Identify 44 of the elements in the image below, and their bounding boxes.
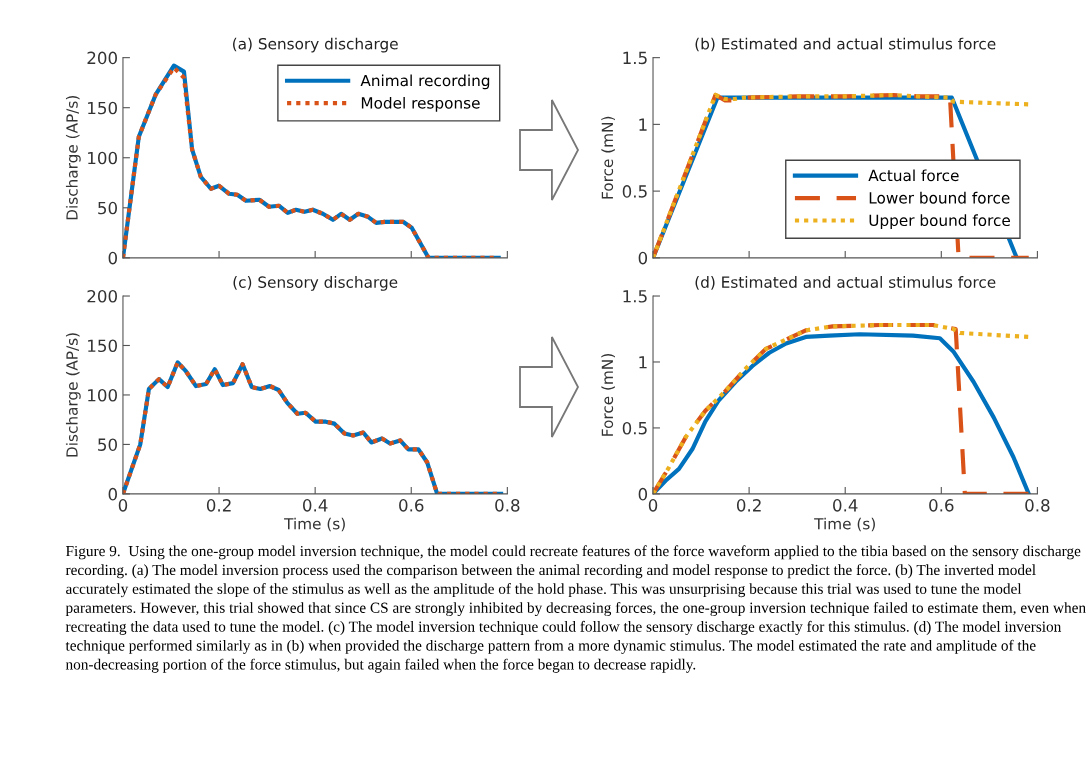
y-tick-label: 150 [88, 339, 117, 353]
y-tick-label: 100 [88, 388, 117, 402]
y-tick-label: 0 [108, 487, 117, 501]
y-tick-label: 0 [638, 251, 648, 265]
y-tick-label: 150 [88, 101, 117, 115]
legend-label: Actual force [868, 169, 959, 182]
legend-label: Lower bound force [869, 191, 1010, 204]
x-axis-title: Time (s) [814, 517, 875, 532]
y-tick-label: 1 [639, 356, 647, 369]
x-tick-label: 0.4 [833, 499, 858, 512]
y-tick-label: 50 [98, 438, 117, 451]
x-tick-label: 0.2 [736, 499, 761, 512]
y-tick-label: 100 [88, 151, 117, 165]
legend-label: Animal recording [360, 74, 490, 90]
x-tick-label: 0.6 [929, 499, 954, 512]
x-tick-label: 0.8 [495, 499, 520, 512]
x-tick-label: 0.8 [1025, 499, 1050, 512]
y-tick-label: 0.5 [622, 185, 647, 198]
y-tick-label: 1.5 [623, 290, 647, 303]
x-tick-label: 0 [648, 499, 658, 512]
y-tick-label: 1.5 [623, 51, 647, 65]
chart-title: (a) Sensory discharge [233, 37, 398, 53]
y-tick-label: 200 [87, 51, 117, 65]
caption: Figure 9. Using the one-group model inversion technique, the model could recreate features of the force waveform applied to the tibia based on the sensory discharge recording. (a) The model inversion process used the comparison between the animal recording and model response to predict the force. (b) The inverted model accurately estimated the slope of the stimulus as well as the amplitude of the hold phase. This was unsurprising because this trial was used to tune the model parameters. However, this trial showed that since CS are strongly inhibited by decreasing forces, the one-group inversion technique failed to estimate them, even when recreating the data used to tune the model. (c) The model inversion technique could follow the sensory discharge exactly for this stimulus. (d) The model inversion technique performed similarly as in (b) when provided the discharge pattern from a more dynamic stimulus. The model estimated the rate and amplitude of the non-decreasing portion of the force stimulus, but again failed when the force began to decrease rapidly. [65, 545, 1086, 673]
legend-label: Model response [361, 96, 480, 112]
x-tick-label: 0.2 [206, 499, 231, 512]
x-tick-label: 0.4 [303, 499, 328, 512]
y-tick-label: 50 [98, 201, 117, 215]
y-axis-title: Force (mN) [601, 354, 615, 436]
y-axis-title: Discharge (AP/s) [65, 333, 81, 457]
x-tick-label: 0 [118, 499, 128, 512]
y-axis-title: Discharge (AP/s) [65, 96, 81, 220]
y-tick-label: 0.5 [622, 421, 647, 435]
chart-title: (d) Estimated and actual stimulus force [695, 276, 996, 290]
y-tick-label: 200 [87, 289, 117, 303]
chart-title: (c) Sensory discharge [233, 276, 398, 291]
x-tick-label: 0.6 [399, 499, 424, 512]
y-tick-label: 0 [108, 251, 117, 265]
y-tick-label: 1 [639, 118, 647, 131]
legend-label: Upper bound force [869, 214, 1010, 230]
chart-title: (b) Estimated and actual stimulus force [695, 37, 996, 52]
y-tick-label: 0 [638, 487, 648, 501]
y-axis-title: Force (mN) [601, 116, 615, 199]
x-axis-title: Time (s) [284, 517, 345, 532]
